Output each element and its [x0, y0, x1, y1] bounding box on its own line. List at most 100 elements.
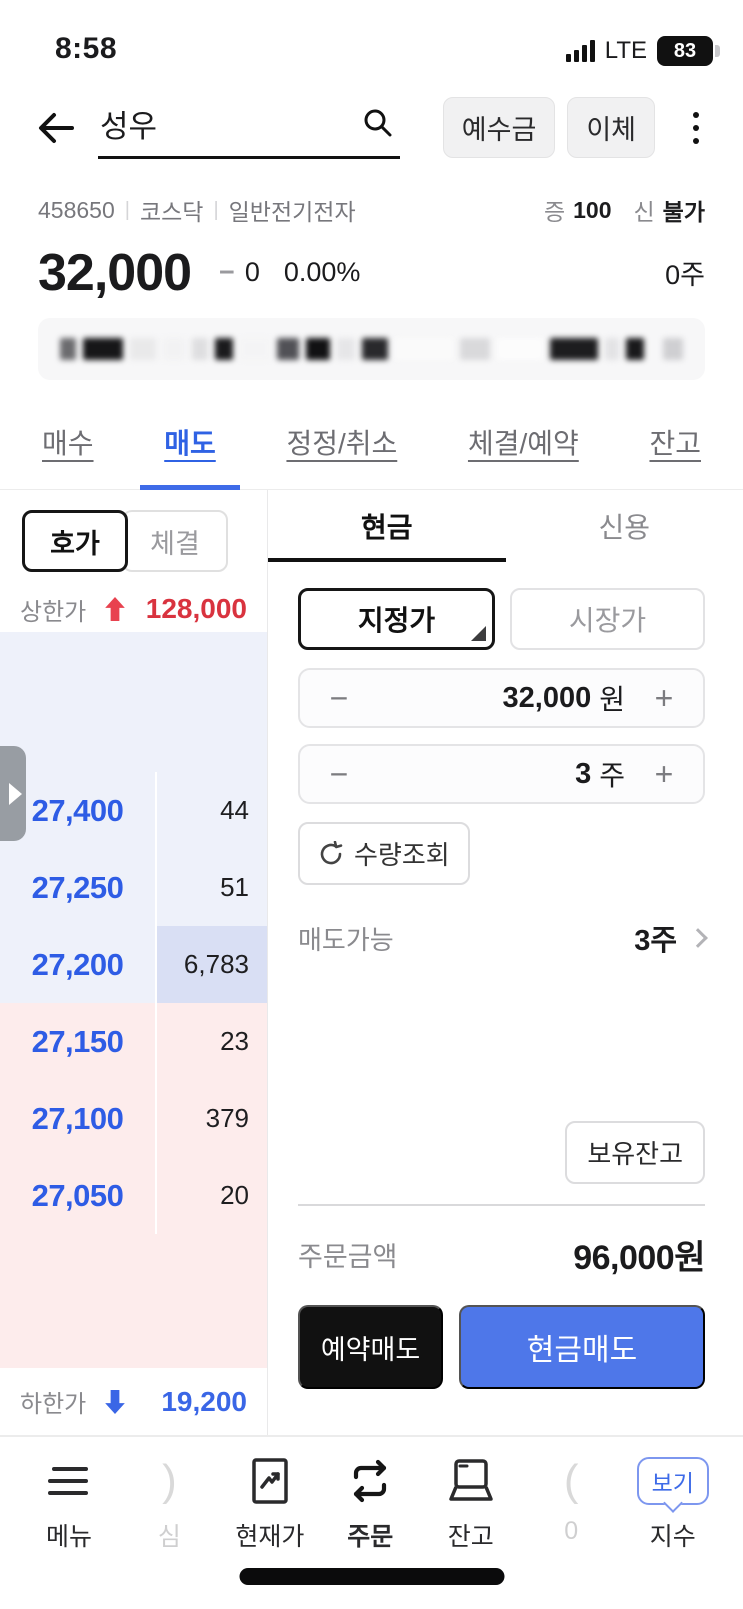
nav-index[interactable]: 보기 지수 [636, 1453, 709, 1609]
refresh-icon [318, 840, 344, 867]
tab-cash[interactable]: 현금 [268, 490, 506, 562]
order-amount-label: 주문금액 [298, 1242, 398, 1272]
nav-current-price[interactable]: 현재가 [235, 1453, 305, 1609]
price-type-limit-button[interactable]: 지정가 [298, 588, 495, 650]
bid-row[interactable]: 27,050 20 [0, 1157, 267, 1234]
toggle-trades[interactable]: 체결 [122, 510, 228, 572]
blurred-text-block [626, 338, 644, 360]
price-plus-button[interactable]: + [654, 680, 674, 716]
ask-price[interactable]: 27,400 [0, 772, 157, 849]
ghost-arc-icon: ( [563, 1456, 579, 1505]
nav-balance[interactable]: 잔고 [436, 1453, 506, 1609]
view-badge[interactable]: 보기 [636, 1457, 709, 1505]
tab-buy[interactable]: 매수 [42, 428, 94, 459]
credit-value: 불가 [662, 199, 705, 225]
bid-price[interactable]: 27,100 [0, 1080, 157, 1157]
limit-down-row: 하한가 19,200 [0, 1368, 267, 1435]
bid-price[interactable]: 27,050 [0, 1157, 157, 1234]
bid-row[interactable]: 27,150 23 [0, 1003, 267, 1080]
search-value: 성우 [100, 108, 158, 144]
more-menu-icon[interactable] [679, 106, 713, 150]
order-amount-value: 96,000원 [573, 1239, 705, 1277]
deposit-button[interactable]: 예수금 [442, 97, 556, 158]
price-value[interactable]: 32,000 [502, 681, 592, 714]
order-tab-bar: 매수 매도 정정/취소 체결/예약 잔고 [0, 395, 743, 490]
blurred-text-block [215, 338, 233, 360]
nav-order[interactable]: 주문 [335, 1453, 405, 1609]
blurred-notice-banner[interactable] [38, 318, 705, 380]
quantity-minus-button[interactable]: − [329, 756, 349, 792]
blurred-text-block [550, 338, 598, 360]
home-indicator[interactable] [239, 1568, 504, 1585]
ask-price[interactable]: 27,250 [0, 849, 157, 926]
reserve-sell-button[interactable]: 예약매도 [298, 1305, 443, 1389]
tab-sell[interactable]: 매도 [140, 395, 240, 490]
ask-price[interactable]: 27,200 [0, 926, 157, 1003]
transfer-button[interactable]: 이체 [567, 97, 655, 158]
quantity-plus-button[interactable]: + [654, 756, 674, 792]
cash-sell-button[interactable]: 현금매도 [459, 1305, 705, 1389]
nav-menu[interactable]: 메뉴 [34, 1453, 104, 1609]
laptop-icon [446, 1453, 496, 1509]
nav-menu-label: 메뉴 [45, 1523, 92, 1551]
quantity-stepper: − 3 주 + [298, 744, 705, 804]
tab-fills-reservations[interactable]: 체결/예약 [467, 428, 579, 459]
price-type-market-label: 시장가 [568, 605, 647, 636]
divider [298, 1204, 705, 1206]
bid-row[interactable]: 27,100 379 [0, 1080, 267, 1157]
nav-ghost-right-label: 0 [564, 1517, 579, 1545]
quantity-value[interactable]: 3 [575, 757, 592, 790]
sellable-value: 3주 [634, 925, 677, 957]
nav-index-label: 지수 [649, 1523, 696, 1551]
tab-credit[interactable]: 신용 [598, 512, 651, 543]
battery-percent: 83 [673, 39, 697, 62]
current-price: 32,000 [38, 243, 192, 302]
ask-qty-highlighted: 6,783 [157, 926, 267, 1003]
ask-row[interactable]: 27,200 6,783 [0, 926, 267, 1003]
quantity-unit: 주 [599, 760, 625, 791]
blurred-text-block [605, 338, 619, 360]
holdings-button[interactable]: 보유잔고 [565, 1121, 705, 1184]
nav-current-price-label: 현재가 [235, 1523, 305, 1551]
hamburger-icon [46, 1453, 92, 1509]
limit-up-row: 상한가 128,000 [0, 586, 267, 632]
chevron-right-icon [8, 782, 22, 805]
search-input[interactable]: 성우 [98, 97, 400, 159]
ask-row[interactable]: 27,250 51 [0, 849, 267, 926]
account-type-tabs: 현금 신용 [268, 490, 743, 562]
holding-qty: 0주 [665, 260, 705, 290]
limit-down-label: 하한가 [20, 1391, 87, 1418]
ask-qty: 51 [220, 872, 249, 902]
arrow-up-icon [104, 597, 126, 621]
orderbook-panel: 호가 체결 상한가 128,000 27,400 44 [0, 490, 268, 1435]
change-sign: − [219, 257, 235, 287]
tab-modify-cancel[interactable]: 정정/취소 [286, 428, 398, 459]
price-type-market-button[interactable]: 시장가 [510, 588, 705, 650]
toggle-quote[interactable]: 호가 [22, 510, 128, 572]
ask-row[interactable]: 27,400 44 [0, 772, 267, 849]
bid-qty: 379 [205, 1103, 249, 1133]
blurred-text-block [83, 338, 123, 360]
blurred-text-block [60, 338, 76, 360]
sellable-row[interactable]: 매도가능 3주 [298, 917, 708, 959]
price-minus-button[interactable]: − [329, 680, 349, 716]
bid-price[interactable]: 27,150 [0, 1003, 157, 1080]
clock: 8:58 [55, 32, 118, 65]
stock-market: 코스닥 [139, 199, 204, 225]
quantity-lookup-button[interactable]: 수량조회 [298, 822, 470, 885]
tab-balance[interactable]: 잔고 [649, 428, 701, 459]
search-icon[interactable] [362, 107, 394, 139]
nav-ghost-left-label: 심 [157, 1523, 181, 1551]
panel-expand-handle[interactable] [0, 746, 26, 841]
blurred-text-block [163, 338, 185, 360]
stock-sector: 일반전기전자 [228, 199, 356, 225]
blurred-text-block [460, 338, 490, 360]
blurred-text-block [497, 338, 543, 360]
stock-code: 458650 [38, 196, 115, 223]
margin-value: 100 [573, 196, 612, 223]
signal-icon [565, 40, 595, 62]
back-button[interactable] [36, 106, 80, 150]
change-value: 0 [244, 257, 260, 287]
blurred-text-block [130, 338, 156, 360]
